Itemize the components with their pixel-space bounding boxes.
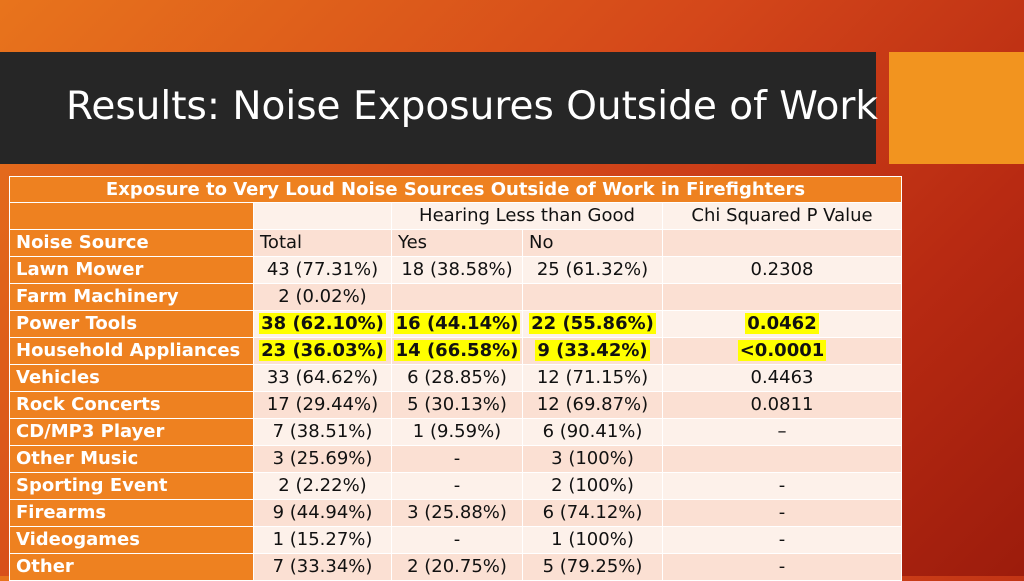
noise-source-cell: Vehicles <box>9 364 254 392</box>
noise-source-cell: Lawn Mower <box>9 256 254 284</box>
table-row: Lawn Mower 43 (77.31%) 18 (38.58%) 25 (61.3… <box>9 256 902 284</box>
total-cell: 43 (77.31%) <box>253 256 392 284</box>
yes-cell: 14 (66.58%) <box>391 337 523 365</box>
noise-source-cell: Other <box>9 553 254 581</box>
no-cell: 2 (100%) <box>522 472 663 500</box>
highlighted-value: 14 (66.58%) <box>393 340 521 361</box>
total-cell: 2 (2.22%) <box>253 472 392 500</box>
p-value-cell <box>662 283 902 311</box>
p-header-blank <box>662 229 902 257</box>
slide-title: Results: Noise Exposures Outside of Work <box>66 84 878 129</box>
no-cell: 5 (79.25%) <box>522 553 663 581</box>
yes-cell: 16 (44.14%) <box>391 310 523 338</box>
p-value-cell: – <box>662 418 902 446</box>
column-header-row: Noise Source Total Yes No <box>9 229 902 257</box>
table-row: Household Appliances 23 (36.03%) 14 (66.58… <box>9 337 902 365</box>
p-value-header: Chi Squared P Value <box>662 202 902 230</box>
noise-source-cell: Firearms <box>9 499 254 527</box>
accent-square <box>889 52 1024 164</box>
total-cell: 7 (38.51%) <box>253 418 392 446</box>
table-row: Vehicles 33 (64.62%) 6 (28.85%) 12 (71.15%)… <box>9 364 902 392</box>
highlighted-value: 22 (55.86%) <box>529 313 656 334</box>
yes-cell: 18 (38.58%) <box>391 256 523 284</box>
total-cell: 7 (33.34%) <box>253 553 392 581</box>
noise-source-cell: Rock Concerts <box>9 391 254 419</box>
table-row: Other 7 (33.34%) 2 (20.75%) 5 (79.25%) - <box>9 553 902 581</box>
total-cell: 33 (64.62%) <box>253 364 392 392</box>
total-cell: 38 (62.10%) <box>253 310 392 338</box>
p-value-cell: - <box>662 526 902 554</box>
p-value-cell: <0.0001 <box>662 337 902 365</box>
yes-cell <box>391 283 523 311</box>
table-row: Videogames 1 (15.27%) -1 (100%) - <box>9 526 902 554</box>
table-row: Other Music 3 (25.69%) -3 (100%) <box>9 445 902 473</box>
highlighted-value: 23 (36.03%) <box>259 340 386 361</box>
group-header-blank-total <box>253 202 392 230</box>
yes-cell: 6 (28.85%) <box>391 364 523 392</box>
total-cell: 2 (0.02%) <box>253 283 392 311</box>
hearing-group-header: Hearing Less than Good <box>391 202 663 230</box>
yes-cell: 3 (25.88%) <box>391 499 523 527</box>
highlighted-value: 0.0462 <box>745 313 819 334</box>
noise-source-cell: Household Appliances <box>9 337 254 365</box>
no-cell: 3 (100%) <box>522 445 663 473</box>
yes-cell: 5 (30.13%) <box>391 391 523 419</box>
p-value-cell: 0.0811 <box>662 391 902 419</box>
highlighted-value: 38 (62.10%) <box>259 313 386 334</box>
p-value-cell: - <box>662 499 902 527</box>
results-table-container: Exposure to Very Loud Noise Sources Outs… <box>9 176 902 581</box>
no-cell: 6 (90.41%) <box>522 418 663 446</box>
noise-source-cell: Farm Machinery <box>9 283 254 311</box>
yes-cell: - <box>391 526 523 554</box>
noise-source-cell: Sporting Event <box>9 472 254 500</box>
noise-source-cell: Power Tools <box>9 310 254 338</box>
p-value-cell: - <box>662 472 902 500</box>
noise-source-cell: Videogames <box>9 526 254 554</box>
noise-source-header: Noise Source <box>9 229 254 257</box>
table-caption-row: Exposure to Very Loud Noise Sources Outs… <box>9 176 902 203</box>
table-row: Power Tools 38 (62.10%) 16 (44.14%) 22 (55.… <box>9 310 902 338</box>
yes-cell: 2 (20.75%) <box>391 553 523 581</box>
highlighted-value: <0.0001 <box>737 340 827 361</box>
total-cell: 17 (29.44%) <box>253 391 392 419</box>
yes-cell: - <box>391 445 523 473</box>
no-cell: 6 (74.12%) <box>522 499 663 527</box>
no-cell: 22 (55.86%) <box>522 310 663 338</box>
yes-cell: 1 (9.59%) <box>391 418 523 446</box>
highlighted-value: 16 (44.14%) <box>393 313 521 334</box>
no-cell <box>522 283 663 311</box>
yes-cell: - <box>391 472 523 500</box>
total-header: Total <box>253 229 392 257</box>
total-cell: 23 (36.03%) <box>253 337 392 365</box>
table-row: Rock Concerts 17 (29.44%) 5 (30.13%) 12 (69… <box>9 391 902 419</box>
table-row: Sporting Event 2 (2.22%) -2 (100%) - <box>9 472 902 500</box>
no-header: No <box>522 229 663 257</box>
p-value-cell: 0.4463 <box>662 364 902 392</box>
noise-source-cell: CD/MP3 Player <box>9 418 254 446</box>
table-row: Farm Machinery 2 (0.02%) <box>9 283 902 311</box>
noise-source-cell: Other Music <box>9 445 254 473</box>
table-caption: Exposure to Very Loud Noise Sources Outs… <box>9 176 902 203</box>
no-cell: 12 (69.87%) <box>522 391 663 419</box>
p-value-cell: - <box>662 553 902 581</box>
total-cell: 9 (44.94%) <box>253 499 392 527</box>
p-value-cell: 0.0462 <box>662 310 902 338</box>
table-row: Firearms 9 (44.94%) 3 (25.88%) 6 (74.12%) - <box>9 499 902 527</box>
p-value-cell <box>662 445 902 473</box>
yes-header: Yes <box>391 229 523 257</box>
table-row: CD/MP3 Player 7 (38.51%) 1 (9.59%) 6 (90.41… <box>9 418 902 446</box>
group-header-row: Hearing Less than Good Chi Squared P Val… <box>9 202 902 230</box>
highlighted-value: 9 (33.42%) <box>535 340 650 361</box>
no-cell: 25 (61.32%) <box>522 256 663 284</box>
results-table: Exposure to Very Loud Noise Sources Outs… <box>9 176 902 581</box>
total-cell: 1 (15.27%) <box>253 526 392 554</box>
no-cell: 1 (100%) <box>522 526 663 554</box>
title-bar <box>0 52 876 164</box>
p-value-cell: 0.2308 <box>662 256 902 284</box>
total-cell: 3 (25.69%) <box>253 445 392 473</box>
no-cell: 12 (71.15%) <box>522 364 663 392</box>
group-header-blank <box>9 202 254 230</box>
no-cell: 9 (33.42%) <box>522 337 663 365</box>
